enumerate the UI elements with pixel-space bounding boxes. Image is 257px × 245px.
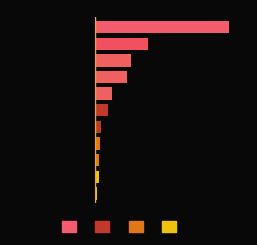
Bar — [95, 171, 99, 183]
Bar — [95, 21, 228, 33]
Bar — [95, 137, 100, 150]
Bar — [95, 187, 97, 200]
Bar — [95, 87, 112, 100]
Bar — [95, 104, 108, 116]
Bar — [95, 121, 102, 133]
Bar — [95, 71, 127, 83]
Bar — [95, 154, 99, 166]
Bar — [95, 37, 148, 50]
Bar — [95, 54, 131, 67]
